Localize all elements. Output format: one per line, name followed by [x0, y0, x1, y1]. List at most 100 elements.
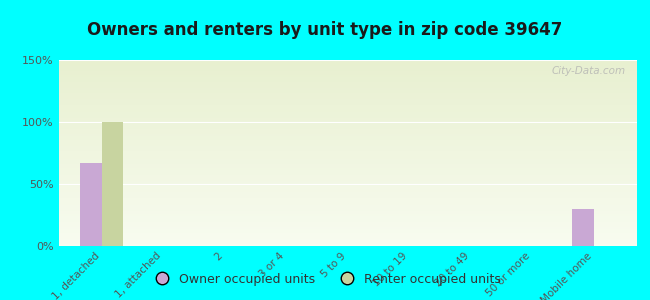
Bar [58, 220, 637, 222]
Bar [58, 125, 637, 127]
Bar [58, 95, 637, 97]
Bar [58, 173, 637, 175]
Bar [58, 77, 637, 79]
Bar [58, 94, 637, 95]
Bar [58, 184, 637, 187]
Bar [58, 75, 637, 77]
Bar [58, 238, 637, 240]
Bar [58, 84, 637, 86]
Bar [58, 147, 637, 149]
Bar [58, 164, 637, 166]
Bar [58, 129, 637, 131]
Bar [58, 188, 637, 190]
Bar [58, 153, 637, 155]
Bar [58, 99, 637, 101]
Bar [58, 112, 637, 114]
Bar [58, 198, 637, 200]
Bar [58, 179, 637, 181]
Bar [58, 122, 637, 123]
Bar [58, 172, 637, 173]
Bar [58, 224, 637, 226]
Bar [58, 157, 637, 159]
Bar [58, 233, 637, 235]
Bar [58, 237, 637, 239]
Bar [58, 240, 637, 242]
Bar [58, 203, 637, 205]
Bar [58, 134, 637, 136]
Bar [58, 211, 637, 212]
Bar [58, 66, 637, 68]
Bar [58, 196, 637, 198]
Bar [58, 114, 637, 116]
Bar [58, 68, 637, 69]
Bar [58, 140, 637, 142]
Text: Owners and renters by unit type in zip code 39647: Owners and renters by unit type in zip c… [87, 21, 563, 39]
Bar [58, 92, 637, 94]
Bar [58, 119, 637, 122]
Bar [58, 242, 637, 244]
Bar [58, 80, 637, 82]
Bar [573, 209, 594, 246]
Bar [58, 162, 637, 164]
Bar [58, 192, 637, 194]
Bar [58, 235, 637, 237]
Bar [58, 151, 637, 153]
Bar [58, 218, 637, 220]
Bar [58, 227, 637, 229]
Bar [58, 138, 637, 140]
Bar [58, 79, 637, 80]
Bar [58, 133, 637, 134]
Text: City-Data.com: City-Data.com [551, 66, 625, 76]
Bar [58, 229, 637, 231]
Bar [58, 123, 637, 125]
Bar [58, 88, 637, 90]
Bar [58, 106, 637, 108]
Bar [58, 160, 637, 162]
Bar [58, 82, 637, 84]
Bar [58, 183, 637, 184]
Bar [58, 86, 637, 88]
Bar [58, 194, 637, 196]
Bar [58, 60, 637, 62]
Bar [58, 90, 637, 92]
Bar [58, 105, 637, 106]
Bar [58, 200, 637, 201]
Bar [58, 110, 637, 112]
Bar [58, 190, 637, 192]
Bar [58, 187, 637, 188]
Legend: Owner occupied units, Renter occupied units: Owner occupied units, Renter occupied un… [144, 268, 506, 291]
Bar [58, 177, 637, 179]
Bar [58, 146, 637, 147]
Bar [58, 244, 637, 246]
Bar [58, 222, 637, 224]
Bar [58, 170, 637, 172]
Bar [58, 226, 637, 227]
Bar [58, 231, 637, 233]
Bar [58, 127, 637, 129]
Bar [58, 168, 637, 170]
Bar [58, 71, 637, 73]
Bar [58, 101, 637, 103]
Bar [58, 144, 637, 146]
Bar [58, 166, 637, 168]
Bar [58, 142, 637, 144]
Bar [58, 118, 637, 119]
Bar [58, 136, 637, 138]
Bar [58, 209, 637, 211]
Bar [101, 122, 123, 246]
Bar [58, 207, 637, 209]
Bar [58, 155, 637, 157]
Bar [58, 69, 637, 71]
Bar [58, 116, 637, 118]
Bar [58, 212, 637, 214]
Bar [58, 103, 637, 105]
Bar [58, 73, 637, 75]
Bar [58, 201, 637, 203]
Bar [58, 216, 637, 218]
Bar [58, 97, 637, 99]
Bar [58, 64, 637, 66]
Bar [80, 163, 101, 246]
Bar [58, 131, 637, 133]
Bar [58, 62, 637, 64]
Bar [58, 149, 637, 151]
